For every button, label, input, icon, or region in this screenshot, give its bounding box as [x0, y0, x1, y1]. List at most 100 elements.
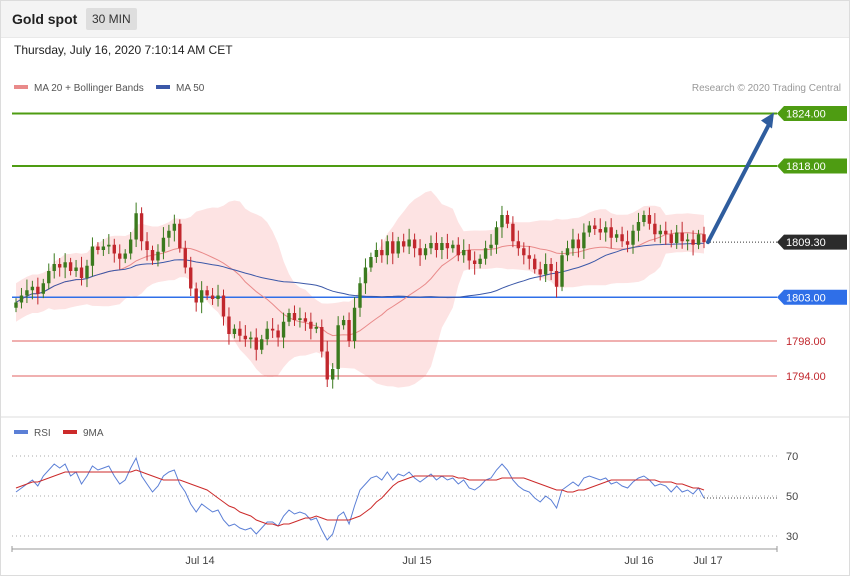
candle [451, 240, 455, 253]
candle [341, 315, 346, 330]
candle-body [14, 302, 18, 308]
candle [79, 256, 84, 286]
candle [281, 312, 286, 349]
candle [123, 249, 127, 264]
candle-body [309, 321, 313, 329]
candle [696, 229, 701, 250]
candle-body [456, 244, 460, 256]
candle [325, 340, 329, 388]
candle-body [604, 227, 608, 233]
candle-body [445, 243, 450, 249]
candle-body [620, 234, 624, 242]
candle-body [276, 330, 280, 338]
candle-body [593, 225, 597, 229]
candle-body [216, 295, 220, 299]
candle-body [96, 246, 100, 250]
candle-body [625, 241, 630, 245]
candle [472, 251, 477, 275]
candle-body [391, 241, 395, 254]
candle [63, 253, 67, 279]
candle [347, 312, 351, 347]
candle-body [249, 337, 253, 340]
x-tick-label: Jul 15 [402, 555, 431, 567]
candle-body [369, 257, 373, 268]
candle-body [85, 265, 89, 278]
candle [609, 218, 613, 249]
candle-body [134, 213, 138, 240]
candle [500, 205, 504, 238]
candle [560, 250, 564, 292]
candle [625, 230, 630, 253]
candle [36, 277, 40, 305]
candle [249, 331, 253, 349]
candle [265, 321, 269, 346]
candle [178, 219, 182, 253]
ma50-legend-label: MA 50 [176, 83, 205, 94]
candle [90, 237, 95, 277]
rsi-legend: RSI 9MA [14, 428, 104, 439]
candle [489, 234, 493, 256]
candle-body [57, 264, 62, 268]
candle [483, 240, 488, 265]
projection-arrow-shaft [706, 120, 772, 245]
candle-body [238, 328, 242, 336]
candle-body [298, 318, 302, 320]
rsi-area: 70 50 30 [12, 451, 798, 543]
candle-body [527, 255, 531, 259]
candle-body [658, 230, 663, 235]
candle [680, 221, 684, 249]
candle-body [675, 232, 679, 243]
candle [145, 232, 149, 261]
candle-body [363, 267, 368, 284]
candle [593, 217, 597, 235]
projection-arrow-head [761, 112, 774, 129]
support-level-label: 1798.00 [786, 336, 826, 348]
candle [533, 254, 537, 274]
candle [396, 236, 400, 258]
candle-body [516, 241, 521, 249]
candle-body [25, 290, 29, 296]
ma20-legend-label: MA 20 + Bollinger Bands [34, 83, 144, 94]
candle-body [30, 286, 35, 291]
candle-body [494, 227, 499, 245]
candle-body [352, 307, 357, 341]
target-level-label: 1824.00 [786, 109, 826, 121]
candle [391, 232, 395, 265]
candle-body [101, 246, 106, 250]
candle [423, 243, 428, 260]
candle [216, 284, 220, 307]
current-price-tag [777, 234, 847, 250]
candle-body [341, 320, 346, 326]
candle [41, 278, 45, 299]
candle-body [303, 318, 308, 322]
candle-body [401, 241, 406, 247]
candle-body [489, 244, 493, 249]
candle [320, 319, 324, 358]
candle [314, 322, 319, 334]
candle-body [647, 215, 652, 224]
candle [538, 261, 542, 281]
candle [494, 221, 499, 254]
candle [352, 297, 357, 349]
candle-body [265, 328, 269, 340]
main-legend: MA 20 + Bollinger Bands MA 50 Research ©… [14, 83, 841, 94]
candle-body [156, 251, 160, 261]
candle-body [385, 241, 389, 256]
target-level-label: 1818.00 [786, 161, 826, 173]
pivot-level-label: 1803.00 [786, 292, 826, 304]
candle [156, 244, 160, 267]
candle-body [128, 239, 133, 254]
candle [440, 237, 444, 260]
rsi-legend-label: RSI [34, 428, 51, 439]
interval-badge[interactable]: 30 MIN [86, 8, 137, 30]
candle-body [587, 225, 592, 233]
candle-body [500, 215, 504, 228]
candle-body [560, 255, 564, 287]
candle [205, 285, 209, 300]
candle-body [205, 290, 209, 296]
candle [221, 289, 226, 326]
candle-body [429, 243, 433, 249]
candle-body [483, 248, 488, 259]
candle [642, 210, 646, 227]
